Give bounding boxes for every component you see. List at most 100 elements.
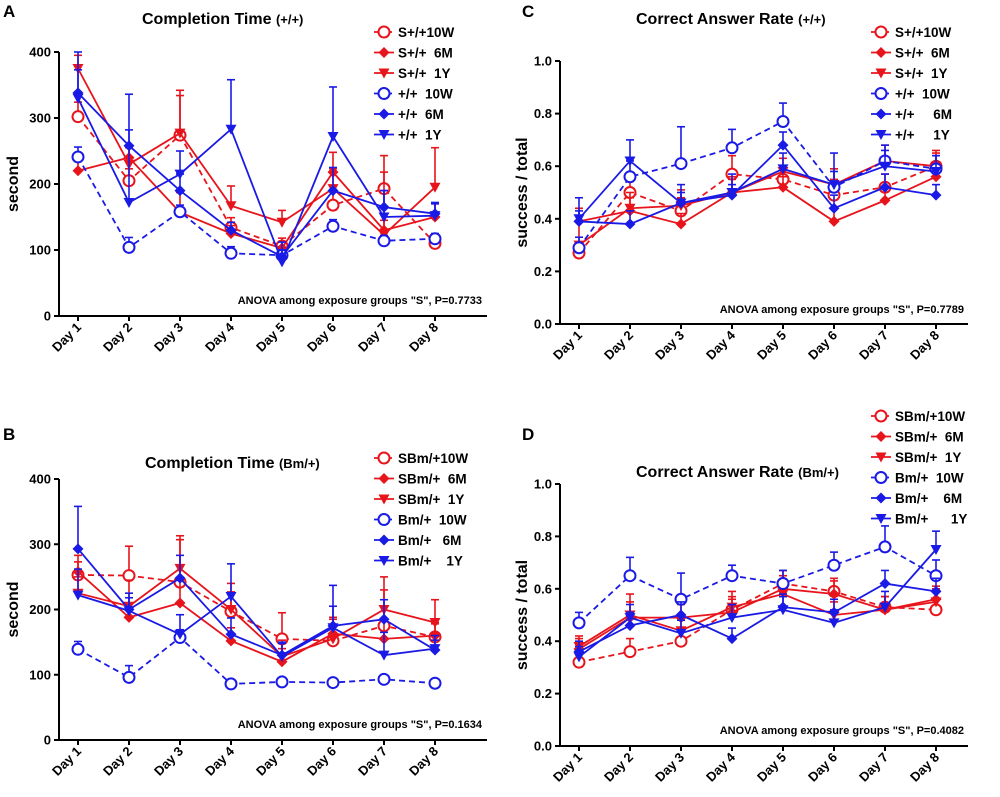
data-point xyxy=(776,114,790,128)
legend-label: S+/+ 1Y xyxy=(398,66,451,81)
data-point xyxy=(225,605,237,615)
panel-letter: D xyxy=(522,425,534,444)
data-point xyxy=(275,675,289,689)
legend-label: S+/+10W xyxy=(895,25,952,40)
legend-label: +/+ 1Y xyxy=(398,128,442,143)
y-tick-label: 100 xyxy=(29,243,51,258)
data-point xyxy=(930,585,942,597)
data-point xyxy=(377,234,391,248)
legend-marker xyxy=(377,25,391,39)
legend: SBm/+10W SBm/+ 6M SBm/+ 1Y Bm/+ 10W Bm/+ 6M B… xyxy=(871,409,967,527)
data-point xyxy=(878,540,892,554)
series-line xyxy=(578,143,937,225)
x-tick-label: Day 3 xyxy=(652,750,687,785)
chart-title-sub: (+/+) xyxy=(276,12,303,27)
legend-label: S+/+10W xyxy=(398,25,455,40)
data-point xyxy=(72,93,84,104)
legend-marker xyxy=(874,87,888,100)
data-point xyxy=(828,588,840,600)
data-point xyxy=(72,590,84,601)
legend-marker xyxy=(875,514,887,524)
data-point xyxy=(429,618,441,629)
series-line xyxy=(77,156,436,257)
x-tick-label: Day 7 xyxy=(355,320,390,355)
data-point xyxy=(879,578,891,590)
series-line xyxy=(578,165,937,254)
x-tick-label: Day 3 xyxy=(151,744,186,779)
legend-label: Bm/+ 1Y xyxy=(398,554,463,569)
legend-marker xyxy=(377,87,391,100)
legend-label: S+/+ 6M xyxy=(895,46,950,61)
legend-label: S+/+ 1Y xyxy=(895,66,948,81)
y-tick-label: 1.0 xyxy=(534,477,552,492)
legend-label: SBm/+ 6M xyxy=(398,472,467,487)
legend-item: +/+ 6M xyxy=(871,107,952,122)
x-tick-label: Day 5 xyxy=(754,328,789,363)
data-point xyxy=(879,602,891,613)
y-tick-label: 0.0 xyxy=(534,739,552,754)
data-point xyxy=(71,642,85,656)
data-point xyxy=(572,616,586,630)
data-point xyxy=(623,569,637,583)
legend-item: S+/+10W xyxy=(374,25,455,40)
series-3 xyxy=(71,628,442,691)
panel-letter: B xyxy=(3,425,15,444)
data-point xyxy=(828,618,840,629)
y-tick-label: 1.0 xyxy=(534,54,552,69)
x-tick-label: Day 4 xyxy=(202,319,238,355)
legend-label: +/+ 10W xyxy=(398,87,453,102)
series-line xyxy=(578,548,937,658)
x-tick-label: Day 4 xyxy=(703,327,739,363)
legend-label: Bm/+ 10W xyxy=(895,471,964,486)
legend-marker xyxy=(378,556,390,566)
y-axis-label: success / total xyxy=(514,137,531,247)
legend-item: SBm/+ 6M xyxy=(374,472,467,487)
data-point xyxy=(72,165,84,177)
x-tick-label: Day 4 xyxy=(703,749,739,785)
legend-marker xyxy=(378,108,390,120)
y-tick-label: 200 xyxy=(29,177,51,192)
legend: S+/+10W S+/+ 6M S+/+ 1Y +/+ 10W +/+ 6M +/+ 1Y xyxy=(871,25,952,143)
y-tick-label: 300 xyxy=(29,111,51,126)
y-tick-label: 200 xyxy=(29,602,51,617)
anova-annotation: ANOVA among exposure groups "S", P=0.773… xyxy=(238,295,482,307)
data-point xyxy=(123,197,135,208)
legend-marker xyxy=(378,68,390,79)
series-3 xyxy=(572,102,943,255)
legend-item: +/+ 1Y xyxy=(374,128,442,143)
x-tick-label: Day 5 xyxy=(253,320,288,355)
data-point xyxy=(174,128,186,139)
data-point xyxy=(225,635,237,647)
x-tick-label: Day 6 xyxy=(304,744,339,779)
data-point xyxy=(429,182,441,193)
x-tick-label: Day 3 xyxy=(151,320,186,355)
x-tick-label: Day 8 xyxy=(406,320,441,355)
panel-letter: C xyxy=(522,2,534,21)
x-tick-label: Day 5 xyxy=(253,744,288,779)
y-tick-label: 0.6 xyxy=(534,581,552,596)
legend-item: S+/+ 1Y xyxy=(871,66,948,81)
data-point xyxy=(624,613,636,624)
data-point xyxy=(624,619,636,631)
data-point xyxy=(225,124,237,135)
data-point xyxy=(326,676,340,690)
data-point xyxy=(674,157,688,171)
series-line xyxy=(77,97,436,265)
data-point xyxy=(623,170,637,184)
legend-marker xyxy=(377,513,391,526)
y-tick-label: 0.2 xyxy=(534,686,552,701)
data-point xyxy=(572,241,586,255)
data-point xyxy=(675,628,687,639)
legend-marker xyxy=(875,130,887,140)
data-point xyxy=(326,198,340,212)
x-tick-label: Day 5 xyxy=(754,750,789,785)
data-point xyxy=(930,597,942,608)
legend-label: Bm/+ 10W xyxy=(398,513,467,528)
y-tick-label: 0 xyxy=(44,309,51,324)
data-point xyxy=(624,203,636,214)
data-point xyxy=(726,613,738,624)
data-point xyxy=(225,591,237,602)
data-point xyxy=(879,181,891,193)
x-tick-label: Day 6 xyxy=(805,328,840,363)
